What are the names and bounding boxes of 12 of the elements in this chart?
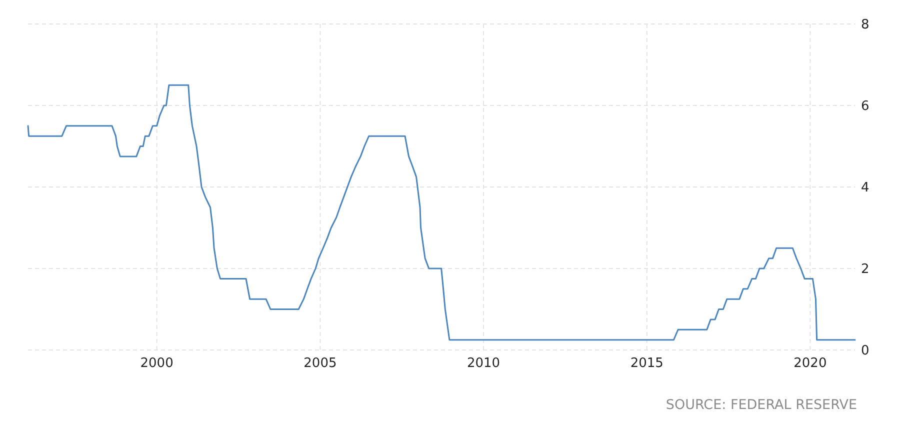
y-tick-label: 0 xyxy=(861,344,870,359)
source-note: SOURCE: FEDERAL RESERVE xyxy=(666,397,857,413)
x-tick-label: 2005 xyxy=(304,356,337,371)
y-tick-label: 2 xyxy=(861,262,870,278)
y-tick-label: 8 xyxy=(861,18,870,33)
y-tick-label: 6 xyxy=(861,99,870,114)
x-tick-label: 2015 xyxy=(630,356,664,371)
x-tick-label: 2020 xyxy=(794,356,827,371)
x-tick-label: 2000 xyxy=(140,356,174,371)
line-series xyxy=(27,84,856,341)
y-tick-label: 4 xyxy=(861,180,870,196)
x-tick-label: 2010 xyxy=(466,356,500,371)
